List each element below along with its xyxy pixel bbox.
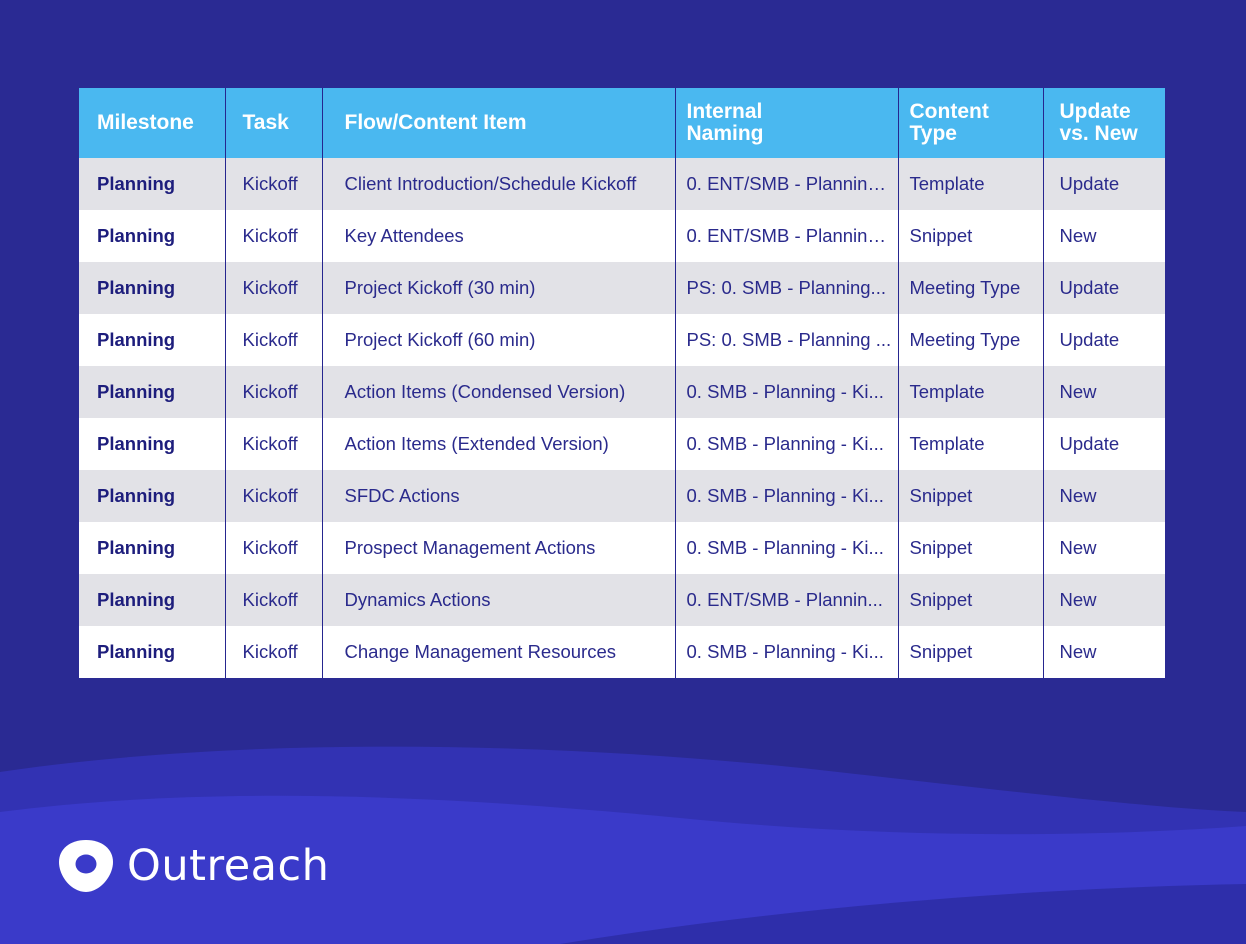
cell-update-vs-new: New <box>1042 470 1165 522</box>
cell-task: Kickoff <box>224 574 322 626</box>
cell-internal-naming: 0. SMB - Planning - Ki... <box>674 470 898 522</box>
column-header-label: vs. New <box>1059 122 1138 145</box>
cell-update-vs-new: New <box>1042 366 1165 418</box>
brand-name: Outreach <box>127 841 330 891</box>
cell-flow-content-item: Project Kickoff (30 min) <box>321 262 675 314</box>
table-row: Planning Kickoff Action Items (Condensed V… <box>79 366 1165 418</box>
column-header-label: Flow/Content Item <box>344 111 527 134</box>
cell-task: Kickoff <box>224 262 322 314</box>
cell-content-type: Template <box>897 366 1043 418</box>
column-header-milestone: Milestone <box>79 88 225 158</box>
cell-internal-naming: PS: 0. SMB - Planning... <box>674 262 898 314</box>
table-row: Planning Kickoff Key Attendees 0. ENT/SMB -… <box>79 210 1165 262</box>
cell-internal-naming: 0. SMB - Planning - Ki... <box>674 522 898 574</box>
column-header-task: Task <box>224 88 322 158</box>
cell-content-type: Meeting Type <box>897 314 1043 366</box>
cell-update-vs-new: Update <box>1042 158 1165 210</box>
cell-internal-naming: PS: 0. SMB - Planning ... <box>674 314 898 366</box>
table-row: Planning Kickoff SFDC Actions 0. SMB - Plan… <box>79 470 1165 522</box>
cell-update-vs-new: New <box>1042 574 1165 626</box>
table-row: Planning Kickoff Project Kickoff (30 min) P… <box>79 262 1165 314</box>
cell-task: Kickoff <box>224 366 322 418</box>
table-body: Planning Kickoff Client Introduction/Sched… <box>79 158 1165 678</box>
cell-milestone: Planning <box>97 433 176 454</box>
cell-internal-naming: 0. ENT/SMB - Plannin... <box>674 574 898 626</box>
cell-milestone: Planning <box>97 277 176 298</box>
cell-flow-content-item: Prospect Management Actions <box>321 522 675 574</box>
cell-milestone: Planning <box>97 589 176 610</box>
cell-milestone: Planning <box>97 381 176 402</box>
cell-flow-content-item: SFDC Actions <box>321 470 675 522</box>
cell-task: Kickoff <box>224 522 322 574</box>
cell-flow-content-item: Key Attendees <box>321 210 675 262</box>
cell-task: Kickoff <box>224 418 322 470</box>
cell-milestone: Planning <box>97 329 176 350</box>
column-header-label: Internal <box>686 100 763 123</box>
content-table-container: Milestone Task Flow/Content Item Interna… <box>79 88 1165 678</box>
column-header-update-vs-new: Update vs. New <box>1042 88 1165 158</box>
outreach-logo-icon <box>59 840 113 892</box>
table-row: Planning Kickoff Prospect Management Actio… <box>79 522 1165 574</box>
cell-content-type: Snippet <box>897 522 1043 574</box>
cell-internal-naming: 0. SMB - Planning - Ki... <box>674 366 898 418</box>
cell-milestone: Planning <box>97 641 176 662</box>
table-row: Planning Kickoff Project Kickoff (60 min) P… <box>79 314 1165 366</box>
cell-content-type: Template <box>897 158 1043 210</box>
column-header-label: Milestone <box>97 111 194 134</box>
cell-content-type: Snippet <box>897 210 1043 262</box>
cell-flow-content-item: Action Items (Condensed Version) <box>321 366 675 418</box>
cell-milestone: Planning <box>97 173 176 194</box>
table-header-row: Milestone Task Flow/Content Item Interna… <box>79 88 1165 158</box>
column-header-label: Update <box>1059 100 1131 123</box>
table-row: Planning Kickoff Action Items (Extended Ve… <box>79 418 1165 470</box>
cell-task: Kickoff <box>224 158 322 210</box>
cell-flow-content-item: Client Introduction/Schedule Kickoff <box>321 158 675 210</box>
cell-milestone: Planning <box>97 537 176 558</box>
cell-content-type: Template <box>897 418 1043 470</box>
column-header-label: Naming <box>686 122 764 145</box>
cell-content-type: Snippet <box>897 626 1043 678</box>
column-header-label: Task <box>242 111 289 134</box>
cell-internal-naming: 0. ENT/SMB - Planning... <box>674 158 898 210</box>
table-row: Planning Kickoff Change Management Resourc… <box>79 626 1165 678</box>
column-header-label: Content <box>909 100 989 123</box>
table-row: Planning Kickoff Client Introduction/Sched… <box>79 158 1165 210</box>
cell-internal-naming: 0. ENT/SMB - Planning... <box>674 210 898 262</box>
column-header-content-type: Content Type <box>897 88 1043 158</box>
column-header-label: Type <box>909 122 957 145</box>
outreach-logo: Outreach <box>57 838 329 894</box>
cell-update-vs-new: New <box>1042 210 1165 262</box>
cell-task: Kickoff <box>224 626 322 678</box>
cell-internal-naming: 0. SMB - Planning - Ki... <box>674 626 898 678</box>
table-row: Planning Kickoff Dynamics Actions 0. ENT/SM… <box>79 574 1165 626</box>
cell-internal-naming: 0. SMB - Planning - Ki... <box>674 418 898 470</box>
cell-flow-content-item: Dynamics Actions <box>321 574 675 626</box>
column-header-flow-content-item: Flow/Content Item <box>321 88 675 158</box>
cell-task: Kickoff <box>224 470 322 522</box>
cell-task: Kickoff <box>224 210 322 262</box>
cell-flow-content-item: Project Kickoff (60 min) <box>321 314 675 366</box>
cell-content-type: Snippet <box>897 574 1043 626</box>
cell-update-vs-new: Update <box>1042 262 1165 314</box>
cell-flow-content-item: Action Items (Extended Version) <box>321 418 675 470</box>
cell-update-vs-new: New <box>1042 522 1165 574</box>
cell-flow-content-item: Change Management Resources <box>321 626 675 678</box>
cell-content-type: Snippet <box>897 470 1043 522</box>
cell-content-type: Meeting Type <box>897 262 1043 314</box>
cell-update-vs-new: New <box>1042 626 1165 678</box>
cell-update-vs-new: Update <box>1042 314 1165 366</box>
cell-task: Kickoff <box>224 314 322 366</box>
cell-milestone: Planning <box>97 225 176 246</box>
cell-milestone: Planning <box>97 485 176 506</box>
column-header-internal-naming: Internal Naming <box>674 88 898 158</box>
cell-update-vs-new: Update <box>1042 418 1165 470</box>
content-table: Milestone Task Flow/Content Item Interna… <box>79 88 1165 678</box>
